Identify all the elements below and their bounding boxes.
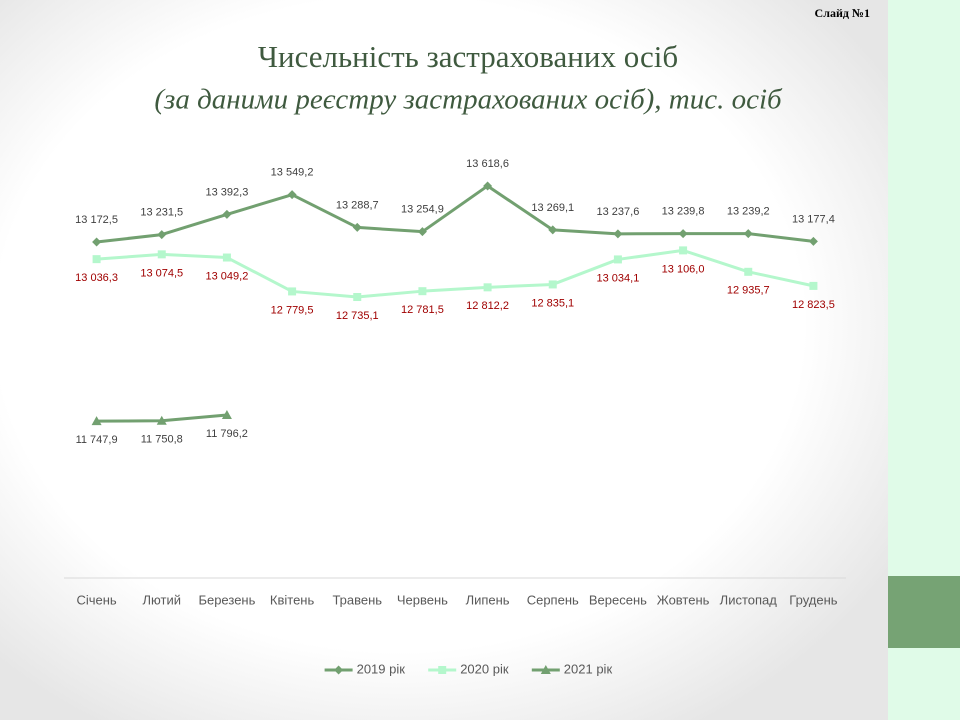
data-point [483,181,493,191]
data-label: 12 735,1 [336,310,379,322]
data-point [91,416,102,426]
x-tick-label: Квітень [270,592,315,607]
x-tick-label: Травень [332,592,382,607]
data-point [288,287,297,296]
data-label: 12 823,5 [792,299,835,311]
legend-label: 2021 рік [564,661,613,676]
data-label: 13 618,6 [466,158,509,170]
data-label: 13 254,9 [401,204,444,216]
data-label: 13 177,4 [792,213,835,225]
data-point [679,246,688,255]
slide-number: Слайд №1 [815,6,870,20]
data-label: 12 935,7 [727,285,770,297]
data-point [744,267,753,276]
data-point [417,227,427,237]
data-point [353,293,362,302]
data-label: 13 049,2 [206,270,249,282]
chart-title: Чисельність застрахованих осіб [258,39,678,74]
data-label: 12 779,5 [271,304,314,316]
x-tick-label: Червень [397,592,448,607]
x-tick-label: Березень [198,592,255,607]
x-tick-label: Листопад [720,592,778,607]
slide-background [0,0,888,720]
x-tick-label: Липень [466,592,510,607]
legend-label: 2020 рік [460,661,509,676]
legend-label: 2019 рік [357,661,406,676]
data-label: 13 549,2 [271,167,314,179]
data-point [156,415,167,425]
data-label: 13 036,3 [75,272,118,284]
series-line [96,248,814,299]
data-label: 13 231,5 [140,207,183,219]
data-label: 13 237,6 [597,206,640,218]
data-point [418,287,427,296]
data-point [483,283,492,292]
x-tick-label: Січень [76,592,116,607]
data-label: 11 747,9 [76,434,118,446]
data-label: 13 239,2 [727,206,770,218]
legend-marker [438,666,447,674]
data-point [222,209,232,219]
data-point [222,253,231,262]
data-label: 13 074,5 [140,267,183,279]
data-label: 11 796,2 [206,428,248,440]
data-label: 13 239,8 [662,205,705,217]
data-label: 12 781,5 [401,304,444,316]
data-label: 13 288,7 [336,199,379,211]
data-point [221,410,232,420]
data-point [92,237,102,247]
x-tick-label: Жовтень [657,592,710,607]
data-label: 13 106,0 [662,263,705,275]
x-tick-label: Серпень [527,592,579,607]
data-label: 13 269,1 [531,202,574,214]
legend-marker [540,665,551,674]
data-point [743,229,753,239]
data-point [352,222,362,232]
chart-subtitle: (за даними реєстру застрахованих осіб), … [154,84,783,116]
series-line [96,184,814,244]
data-point [809,281,818,290]
data-point [548,280,557,289]
data-point [287,190,297,200]
data-label: 13 392,3 [206,186,249,198]
data-point [808,236,818,246]
data-label: 13 034,1 [597,272,640,284]
data-point [678,229,688,239]
side-block [888,576,960,648]
legend-marker [334,665,344,675]
data-point [548,225,558,235]
x-tick-label: Лютий [143,592,181,607]
data-point [613,229,623,239]
data-label: 12 812,2 [466,300,509,312]
data-point [92,255,101,264]
data-point [157,250,166,259]
data-point [613,255,622,264]
x-tick-label: Вересень [589,592,647,607]
data-label: 13 172,5 [75,214,118,226]
data-label: 12 835,1 [531,297,574,309]
data-point [157,230,167,240]
data-label: 11 750,8 [141,434,183,446]
x-tick-label: Грудень [789,592,837,607]
